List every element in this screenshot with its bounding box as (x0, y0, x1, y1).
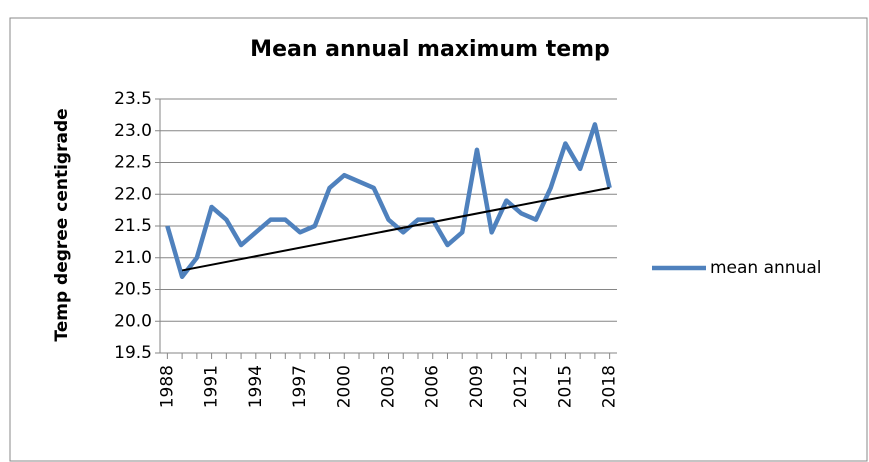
x-tick-label: 2009 (467, 365, 487, 408)
x-tick-label: 1994 (246, 365, 266, 408)
x-tick-label: 2018 (600, 365, 620, 408)
y-tick-label: 21.5 (114, 216, 152, 236)
x-tick-label: 1991 (202, 365, 222, 408)
x-tick-label: 2003 (379, 365, 399, 408)
x-tick-label: 2006 (423, 365, 443, 408)
y-axis-label: Temp degree centigrade (52, 108, 72, 341)
legend-label: mean annual (710, 258, 822, 278)
x-tick-label: 2000 (334, 365, 354, 408)
x-tick-label: 1997 (290, 365, 310, 408)
x-tick-label: 2012 (511, 365, 531, 408)
y-tick-label: 23.0 (114, 121, 152, 141)
chart-title: Mean annual maximum temp (250, 37, 610, 62)
y-tick-label: 23.5 (114, 89, 152, 109)
y-tick-label: 22.0 (114, 184, 152, 204)
y-tick-label: 22.5 (114, 153, 152, 173)
y-tick-label: 19.5 (114, 343, 152, 363)
trendline (181, 186, 610, 272)
y-tick-label: 21.0 (114, 248, 152, 268)
y-tick-label: 20.5 (114, 280, 152, 300)
x-tick-label: 2015 (555, 365, 575, 408)
y-tick-label: 20.0 (114, 311, 152, 331)
x-tick-label: 1988 (157, 365, 177, 408)
data-line (165, 122, 612, 280)
chart-frame (9, 17, 868, 462)
